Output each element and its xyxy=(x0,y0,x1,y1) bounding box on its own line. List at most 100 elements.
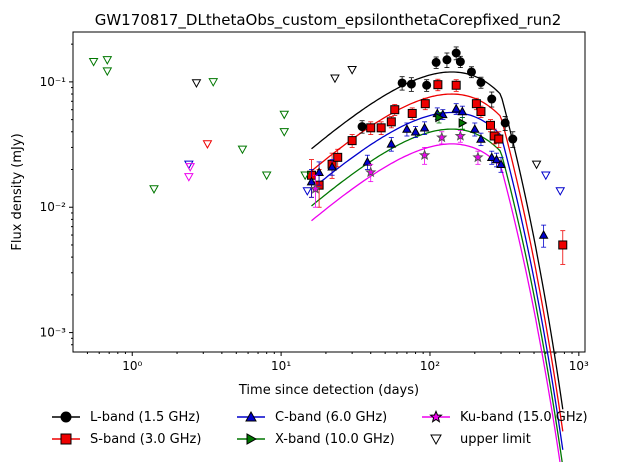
data-point xyxy=(487,94,497,104)
legend-label: upper limit xyxy=(460,432,531,447)
data-point xyxy=(476,77,486,87)
upper-limit-marker xyxy=(88,57,99,67)
upper-limit-marker xyxy=(237,145,248,155)
upper-limit-marker xyxy=(191,79,202,89)
legend-entry: upper limit xyxy=(430,432,531,447)
upper-limit-marker xyxy=(279,128,290,137)
x-axis-ticks: 10⁰ 10¹ 10² 10³ xyxy=(86,352,589,373)
legend-entry: X-band (10.0 GHz) xyxy=(237,432,395,447)
upper-limit-marker xyxy=(555,187,566,196)
data-point xyxy=(454,130,466,141)
upper-limit-marker xyxy=(302,187,313,196)
upper-limit-marker xyxy=(102,56,113,65)
data-point xyxy=(422,80,432,90)
data-point xyxy=(476,107,486,117)
data-point xyxy=(485,120,495,130)
upper-limit-marker xyxy=(208,78,219,87)
data-point xyxy=(455,57,465,67)
data-point xyxy=(386,138,397,148)
data-point xyxy=(420,99,430,109)
legend-marker xyxy=(60,433,72,445)
plot-area xyxy=(72,31,586,353)
upper-limit-marker xyxy=(261,171,272,181)
data-point xyxy=(402,124,412,133)
data-point xyxy=(419,122,430,132)
y-tick-label: 10⁻¹ xyxy=(40,75,67,89)
upper-limit-marker xyxy=(102,67,113,77)
data-point xyxy=(496,159,506,169)
data-point xyxy=(451,103,462,113)
upper-limit-marker xyxy=(300,171,310,181)
data-point xyxy=(457,106,468,116)
data-point xyxy=(397,78,407,88)
upper-limit-marker xyxy=(347,66,357,75)
data-point xyxy=(362,156,373,166)
x-axis-label: Time since detection (days) xyxy=(238,383,419,398)
data-point xyxy=(306,176,317,186)
model-curve xyxy=(311,143,561,462)
data-point xyxy=(410,126,421,136)
data-point xyxy=(476,134,486,143)
x-tick-label: 10³ xyxy=(569,359,589,373)
x-tick-label: 10¹ xyxy=(271,359,291,373)
data-point xyxy=(469,124,480,133)
legend-label: X-band (10.0 GHz) xyxy=(275,432,395,447)
upper-limit-marker xyxy=(531,160,542,170)
legend-label: L-band (1.5 GHz) xyxy=(90,410,200,425)
data-point xyxy=(347,136,357,146)
data-point xyxy=(309,182,322,194)
data-point xyxy=(451,48,461,58)
data-point xyxy=(407,108,417,118)
legend-label: C-band (6.0 GHz) xyxy=(275,410,387,425)
y-axis-ticks: 10⁻³ 10⁻² 10⁻¹ xyxy=(40,43,73,346)
data-point xyxy=(486,152,497,162)
data-point xyxy=(494,134,504,144)
data-point xyxy=(431,57,441,67)
legend-entry: Ku-band (15.0 GHz) xyxy=(422,409,588,425)
data-point xyxy=(390,105,400,115)
legend-marker xyxy=(245,410,257,422)
y-axis-label: Flux density (mJy) xyxy=(10,133,25,250)
legend-entry: C-band (6.0 GHz) xyxy=(237,410,387,425)
data-point xyxy=(472,151,484,163)
data-point xyxy=(538,230,549,239)
data-point xyxy=(442,55,452,65)
upper-limit-marker xyxy=(279,110,290,120)
data-point xyxy=(433,80,443,90)
legend-entry: S-band (3.0 GHz) xyxy=(52,432,201,447)
x-tick-label: 10² xyxy=(420,359,440,373)
plot-frame xyxy=(72,31,586,353)
data-point xyxy=(327,161,337,171)
model-curve xyxy=(311,111,564,450)
y-tick-label: 10⁻³ xyxy=(40,326,67,340)
data-point xyxy=(508,134,518,144)
data-point xyxy=(558,240,568,250)
data-point xyxy=(436,131,448,143)
model-curve xyxy=(311,128,563,462)
chart-title: GW170817_DLthetaObs_custom_epsilonthetaC… xyxy=(95,11,562,30)
data-point xyxy=(406,79,416,89)
legend-marker xyxy=(429,409,443,423)
data-point xyxy=(357,122,367,132)
plot-content xyxy=(88,46,568,462)
legend-marker xyxy=(246,433,258,445)
legend-label: Ku-band (15.0 GHz) xyxy=(460,410,588,425)
upper-limit-marker xyxy=(330,74,340,84)
legend-label: S-band (3.0 GHz) xyxy=(90,432,201,447)
data-point xyxy=(500,118,510,128)
data-point xyxy=(458,118,468,128)
data-point xyxy=(376,123,386,133)
data-point xyxy=(471,99,481,109)
data-point xyxy=(466,67,476,77)
legend-marker xyxy=(60,411,72,423)
model-curve xyxy=(311,71,564,410)
upper-limit-marker xyxy=(185,163,196,172)
data-point xyxy=(451,80,461,90)
data-point xyxy=(314,167,324,176)
data-point xyxy=(366,123,376,133)
y-tick-label: 10⁻² xyxy=(40,200,67,214)
data-point xyxy=(333,152,343,162)
legend: L-band (1.5 GHz) S-band (3.0 GHz) C-band (… xyxy=(52,409,588,447)
data-point xyxy=(418,149,431,160)
